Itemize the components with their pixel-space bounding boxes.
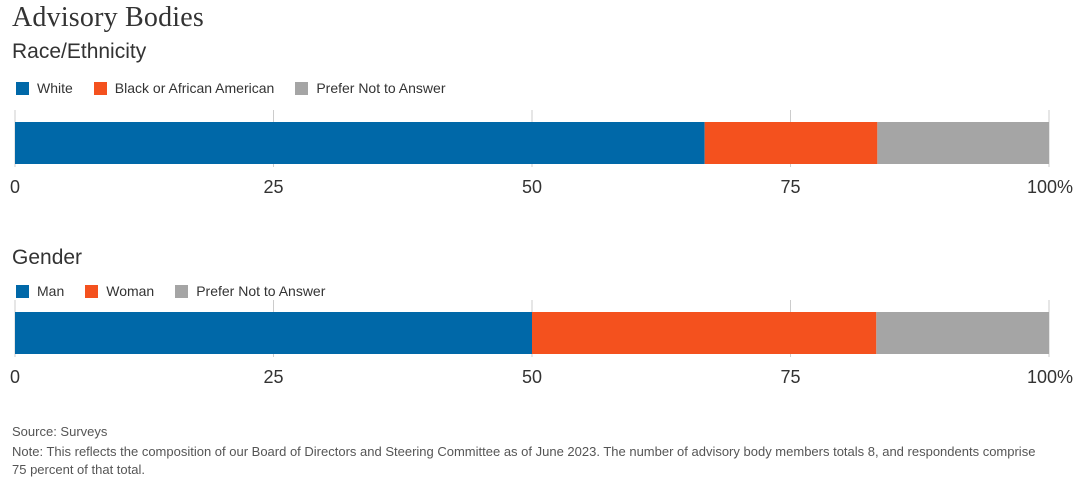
bar-segment-man <box>15 312 532 354</box>
bar-segment-prefer-not-to-answer <box>876 312 1049 354</box>
tick-label-1-2: 50 <box>522 367 542 387</box>
gender-legend: Man Woman Prefer Not to Answer <box>16 283 346 299</box>
tick-label-1-4: 100% <box>1027 367 1073 387</box>
gender-subtitle: Gender <box>12 246 83 269</box>
bar-segment-white <box>15 122 705 164</box>
legend-item-woman: Woman <box>85 283 154 299</box>
tick-label-1-1: 25 <box>263 367 283 387</box>
legend-label-prefer-not-to-answer-gender: Prefer Not to Answer <box>196 283 326 299</box>
legend-label-woman: Woman <box>106 283 155 299</box>
note-text: Note: This reflects the composition of o… <box>12 444 1036 477</box>
tick-label-0-1: 25 <box>263 177 283 197</box>
legend-swatch-black-african-american <box>93 81 107 95</box>
legend-swatch-woman <box>85 284 99 298</box>
legend-swatch-white <box>16 81 29 95</box>
legend-swatch-man <box>16 284 29 298</box>
page-title: Advisory Bodies <box>12 2 204 33</box>
tick-label-1-0: 0 <box>10 367 20 387</box>
tick-label-1-3: 75 <box>780 367 800 387</box>
legend-label-white: White <box>37 80 73 96</box>
bar-segment-black-or-african-american <box>704 122 878 164</box>
legend-label-prefer-not-to-answer: Prefer Not to Answer <box>316 80 446 96</box>
race-ethnicity-chart: 0 25 50 75 100% <box>10 110 1073 197</box>
bar-segment-woman <box>532 312 877 354</box>
legend-item-black-african-american: Black or African American <box>93 80 275 96</box>
tick-label-0-2: 50 <box>522 177 542 197</box>
legend-label-man: Man <box>37 283 65 299</box>
race-ethnicity-subtitle: Race/Ethnicity <box>12 40 147 63</box>
bar-segment-prefer-not-to-answer <box>877 122 1049 164</box>
race-ethnicity-legend: White Black or African American Prefer N… <box>16 80 466 96</box>
legend-item-prefer-not-to-answer-gender: Prefer Not to Answer <box>175 283 325 299</box>
tick-label-0-3: 75 <box>780 177 800 197</box>
legend-swatch-prefer-not-to-answer <box>295 81 309 95</box>
tick-label-0-0: 0 <box>10 177 20 197</box>
legend-label-black-african-american: Black or African American <box>114 80 275 96</box>
legend-item-prefer-not-to-answer: Prefer Not to Answer <box>295 80 445 96</box>
gender-chart: 0 25 50 75 100% <box>10 300 1073 387</box>
tick-label-0-4: 100% <box>1027 177 1073 197</box>
source-text: Source: Surveys <box>12 424 108 439</box>
legend-swatch-prefer-not-to-answer-gender <box>175 284 189 298</box>
legend-item-man: Man <box>16 283 64 299</box>
legend-item-white: White <box>16 80 73 96</box>
